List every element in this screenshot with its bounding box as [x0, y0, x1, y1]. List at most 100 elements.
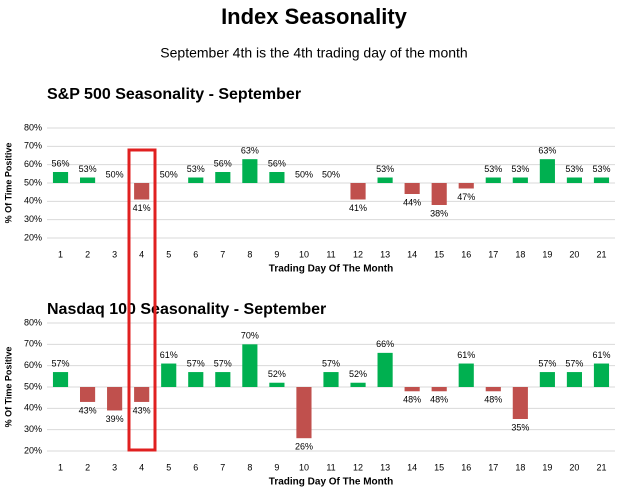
data-label: 44% [403, 197, 421, 207]
bar [485, 387, 501, 392]
x-tick-label: 3 [112, 249, 117, 259]
data-label: 70% [241, 331, 259, 341]
y-tick-label: 30% [24, 214, 42, 224]
x-tick-label: 4 [139, 462, 144, 472]
y-axis-label: % Of Time Positive [3, 347, 13, 428]
bar [512, 387, 528, 419]
page-title: Index Seasonality [221, 4, 408, 29]
bar [79, 177, 96, 183]
data-label: 38% [430, 208, 448, 218]
data-label: 50% [322, 169, 340, 179]
x-tick-label: 15 [434, 462, 444, 472]
x-tick-label: 10 [299, 249, 309, 259]
bar [215, 172, 231, 183]
data-label: 66% [376, 339, 394, 349]
bar [404, 387, 420, 392]
bar [242, 159, 258, 183]
data-label: 48% [484, 395, 502, 405]
bar [350, 183, 366, 200]
bar [215, 372, 231, 387]
data-label: 41% [349, 203, 367, 213]
data-label: 57% [538, 358, 556, 368]
page-subtitle: September 4th is the 4th trading day of … [160, 45, 467, 61]
bar [431, 183, 447, 205]
bar [485, 177, 501, 183]
x-tick-label: 2 [85, 249, 90, 259]
x-tick-label: 5 [166, 249, 171, 259]
y-tick-label: 40% [24, 403, 42, 413]
y-tick-label: 70% [24, 141, 42, 151]
y-tick-label: 50% [24, 177, 42, 187]
data-label: 56% [52, 158, 70, 168]
data-label: 53% [484, 164, 502, 174]
data-label: 61% [160, 350, 178, 360]
chart-title: S&P 500 Seasonality - September [47, 86, 301, 103]
y-tick-label: 80% [24, 122, 42, 132]
x-tick-label: 6 [193, 462, 198, 472]
data-label: 43% [133, 405, 151, 415]
bar [323, 372, 339, 387]
x-tick-label: 18 [515, 249, 525, 259]
bar [512, 177, 528, 183]
x-axis-label: Trading Day Of The Month [269, 264, 393, 275]
x-tick-label: 14 [407, 249, 417, 259]
bar [52, 172, 69, 183]
y-tick-label: 60% [24, 360, 42, 370]
bar [593, 363, 610, 387]
bar [79, 387, 96, 402]
x-tick-label: 19 [542, 462, 552, 472]
data-label: 56% [214, 158, 232, 168]
x-tick-label: 7 [220, 249, 225, 259]
x-tick-label: 11 [326, 249, 335, 259]
bar [377, 352, 393, 387]
data-label: 50% [106, 169, 124, 179]
data-label: 41% [133, 203, 151, 213]
x-tick-label: 8 [247, 249, 252, 259]
data-label: 63% [538, 146, 556, 156]
bar [566, 177, 583, 183]
x-tick-label: 14 [407, 462, 417, 472]
bar [377, 177, 393, 183]
bar [350, 382, 366, 387]
x-tick-label: 5 [166, 462, 171, 472]
bar [539, 372, 555, 387]
bar [431, 387, 447, 392]
data-label: 63% [241, 146, 259, 156]
highlight-box [127, 148, 157, 452]
x-tick-label: 20 [569, 249, 579, 259]
data-label: 53% [511, 164, 529, 174]
data-label: 57% [214, 358, 232, 368]
y-tick-label: 70% [24, 339, 42, 349]
x-tick-label: 7 [220, 462, 225, 472]
x-tick-label: 17 [488, 462, 498, 472]
data-label: 57% [187, 358, 205, 368]
x-tick-label: 13 [380, 249, 390, 259]
bar [161, 363, 177, 387]
data-label: 56% [268, 158, 286, 168]
y-tick-label: 50% [24, 381, 42, 391]
x-tick-label: 12 [353, 462, 363, 472]
data-label: 48% [430, 395, 448, 405]
data-label: 61% [457, 350, 475, 360]
bar [188, 372, 204, 387]
x-tick-label: 18 [515, 462, 525, 472]
y-tick-label: 20% [24, 232, 42, 242]
x-tick-label: 13 [380, 462, 390, 472]
data-label: 43% [79, 405, 97, 415]
x-tick-label: 3 [112, 462, 117, 472]
data-label: 57% [52, 358, 70, 368]
data-label: 53% [79, 164, 97, 174]
data-label: 53% [376, 164, 394, 174]
data-label: 52% [349, 369, 367, 379]
bar [269, 382, 285, 387]
x-tick-label: 10 [299, 462, 309, 472]
bar [134, 387, 150, 402]
chart-title: Nasdaq 100 Seasonality - September [47, 301, 326, 318]
data-label: 53% [187, 164, 205, 174]
x-tick-label: 11 [326, 462, 335, 472]
data-label: 53% [565, 164, 583, 174]
bar [269, 172, 285, 183]
data-label: 57% [565, 358, 583, 368]
bar [458, 183, 474, 189]
